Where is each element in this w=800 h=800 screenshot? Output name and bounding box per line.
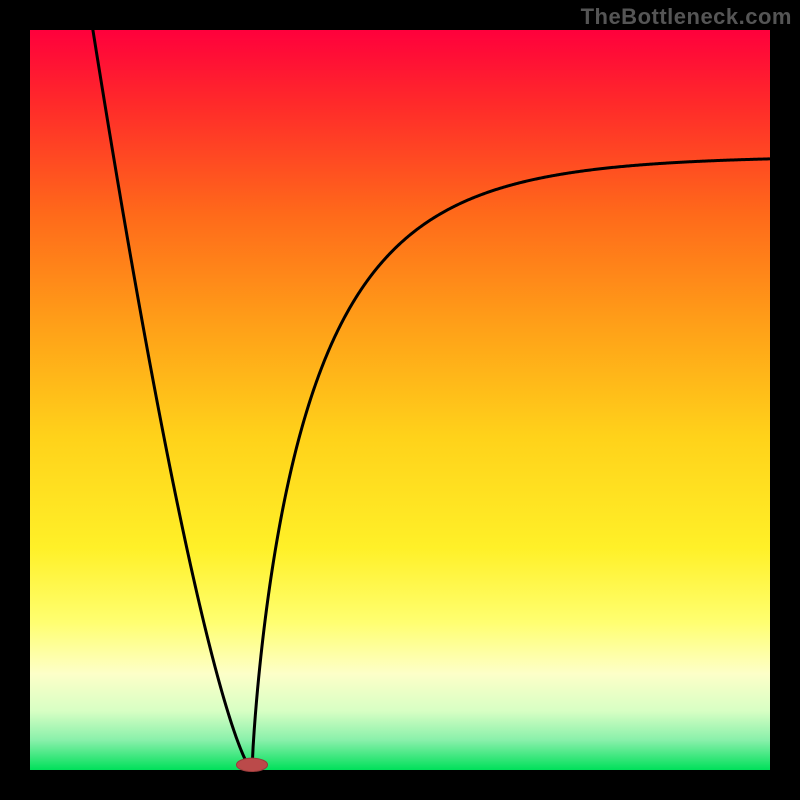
plot-area [30, 30, 770, 770]
watermark-text: TheBottleneck.com [581, 4, 792, 30]
bottleneck-chart [0, 0, 800, 800]
optimal-point-marker [236, 758, 267, 771]
chart-container: TheBottleneck.com [0, 0, 800, 800]
